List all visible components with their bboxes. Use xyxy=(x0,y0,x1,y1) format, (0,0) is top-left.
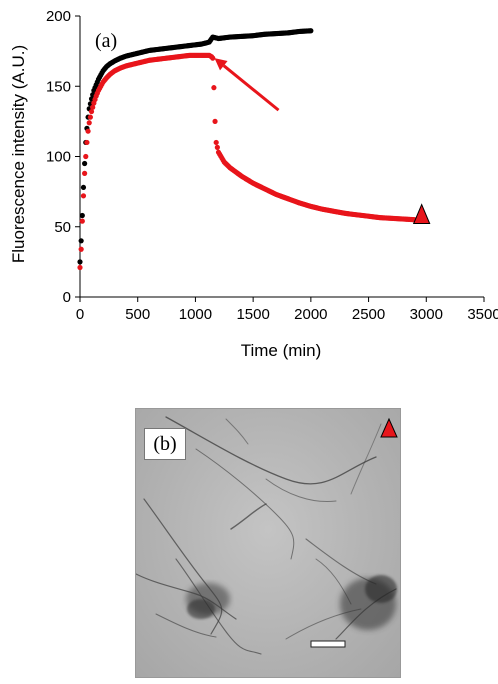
scale-bar xyxy=(310,640,346,648)
y-tick-label: 0 xyxy=(63,289,71,306)
annotation-arrow xyxy=(222,64,280,112)
data-point xyxy=(83,153,89,160)
x-ticks: 0 500 1000 1500 2000 2500 3000 3500 xyxy=(76,297,498,323)
data-point xyxy=(213,139,219,146)
panel-label-a: (a) xyxy=(95,30,117,52)
data-point xyxy=(82,170,88,176)
data-point xyxy=(88,108,95,115)
data-series xyxy=(77,28,418,271)
chart-annotations xyxy=(214,58,431,225)
series-1 xyxy=(77,52,418,271)
data-point xyxy=(79,218,85,224)
y-tick-label: 200 xyxy=(46,8,71,25)
y-tick-label: 50 xyxy=(54,219,71,236)
x-tick-label: 2000 xyxy=(294,306,327,323)
x-tick-label: 3000 xyxy=(410,306,443,323)
fibril-aggregates xyxy=(186,575,397,630)
micrograph-image xyxy=(136,416,398,655)
arrow-head-icon xyxy=(214,58,228,71)
data-point xyxy=(84,139,90,146)
data-point xyxy=(85,128,91,134)
data-point xyxy=(78,246,84,252)
data-point xyxy=(80,184,87,191)
data-point xyxy=(214,144,220,150)
x-tick-label: 1500 xyxy=(236,306,269,323)
data-point xyxy=(90,104,96,110)
y-ticks: 0 50 100 150 200 xyxy=(46,8,80,306)
x-tick-label: 3500 xyxy=(467,306,498,323)
y-tick-label: 100 xyxy=(46,149,71,166)
data-point xyxy=(210,55,216,61)
data-point xyxy=(212,118,218,124)
triangle-marker-icon xyxy=(412,203,431,225)
data-point xyxy=(308,28,314,34)
x-tick-label: 2500 xyxy=(352,306,385,323)
series-0 xyxy=(77,28,314,265)
data-point xyxy=(211,85,217,91)
x-tick-label: 1000 xyxy=(179,306,212,323)
x-tick-label: 500 xyxy=(125,306,150,323)
data-point xyxy=(77,264,83,271)
data-point xyxy=(80,193,87,199)
tem-micrograph: (b) xyxy=(135,408,401,678)
data-point xyxy=(79,212,85,219)
x-axis-title: Time (min) xyxy=(241,341,322,360)
data-point xyxy=(82,160,88,167)
triangle-marker-icon xyxy=(380,417,398,438)
x-tick-label: 0 xyxy=(76,306,84,323)
data-point xyxy=(87,114,93,120)
data-point xyxy=(86,120,92,126)
chart-axes xyxy=(79,16,484,298)
data-point xyxy=(78,238,84,244)
y-axis-title: Fluorescence intensity (A.U.) xyxy=(9,45,28,263)
panel-label-b: (b) xyxy=(144,428,186,460)
fluorescence-chart: 0 50 100 150 200 0 500 1000 1500 2000 2500 3000 350… xyxy=(9,8,498,360)
y-tick-label: 150 xyxy=(46,78,71,95)
data-point xyxy=(77,259,83,265)
